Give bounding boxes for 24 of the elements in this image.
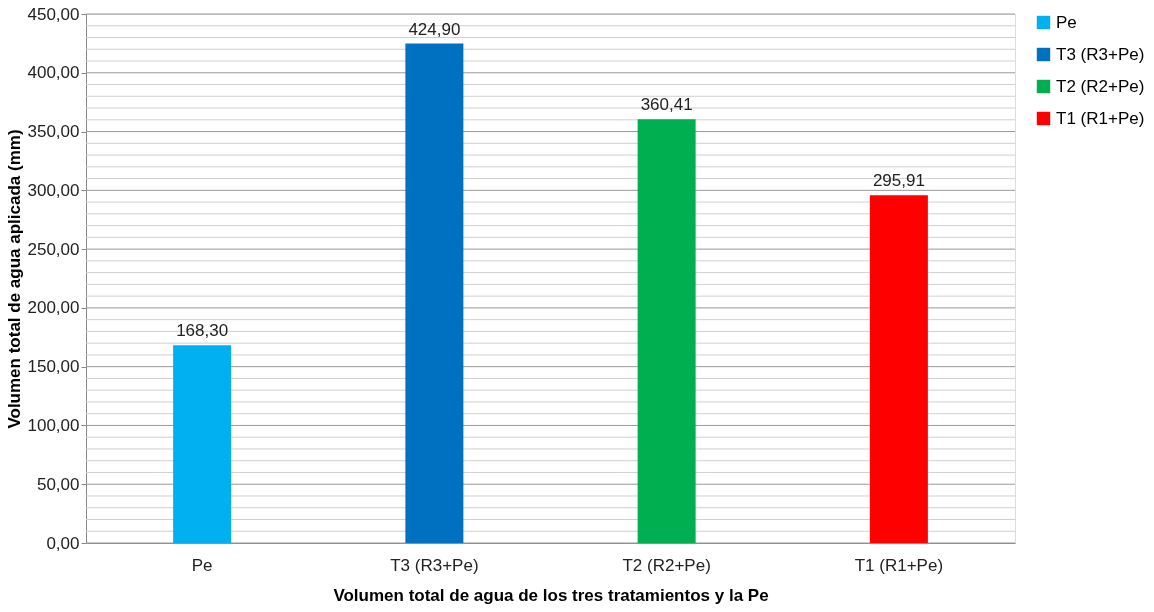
legend-label: T2 (R2+Pe) [1056,76,1145,96]
y-tick-label: 0,00 [46,533,80,553]
x-tick-label: T1 (R1+Pe) [854,555,944,575]
x-axis-title: Volumen total de agua de los tres tratamientos y la Pe [333,585,769,605]
data-label: 360,41 [640,95,693,115]
y-tick-label: 250,00 [27,239,80,259]
y-tick-label: 100,00 [27,415,80,435]
y-tick-label: 450,00 [27,4,80,24]
y-axis-title: Volumen total de agua aplicada (mm) [4,129,24,429]
legend-label: T1 (R1+Pe) [1056,108,1145,128]
x-tick-label: Pe [191,555,213,575]
data-label: 168,30 [176,321,229,341]
y-tick-label: 350,00 [27,122,80,142]
data-label: 295,91 [872,171,925,191]
legend-label: T3 (R3+Pe) [1056,44,1145,64]
y-tick-label: 50,00 [36,474,80,494]
x-tick-label: T3 (R3+Pe) [390,555,479,575]
data-label: 424,90 [408,19,461,39]
y-tick-label: 200,00 [27,298,80,318]
legend-label: Pe [1056,12,1077,32]
y-tick-label: 300,00 [27,180,80,200]
y-tick-label: 400,00 [27,63,80,83]
y-tick-label: 150,00 [27,357,80,377]
x-tick-label: T2 (R2+Pe) [622,555,711,575]
